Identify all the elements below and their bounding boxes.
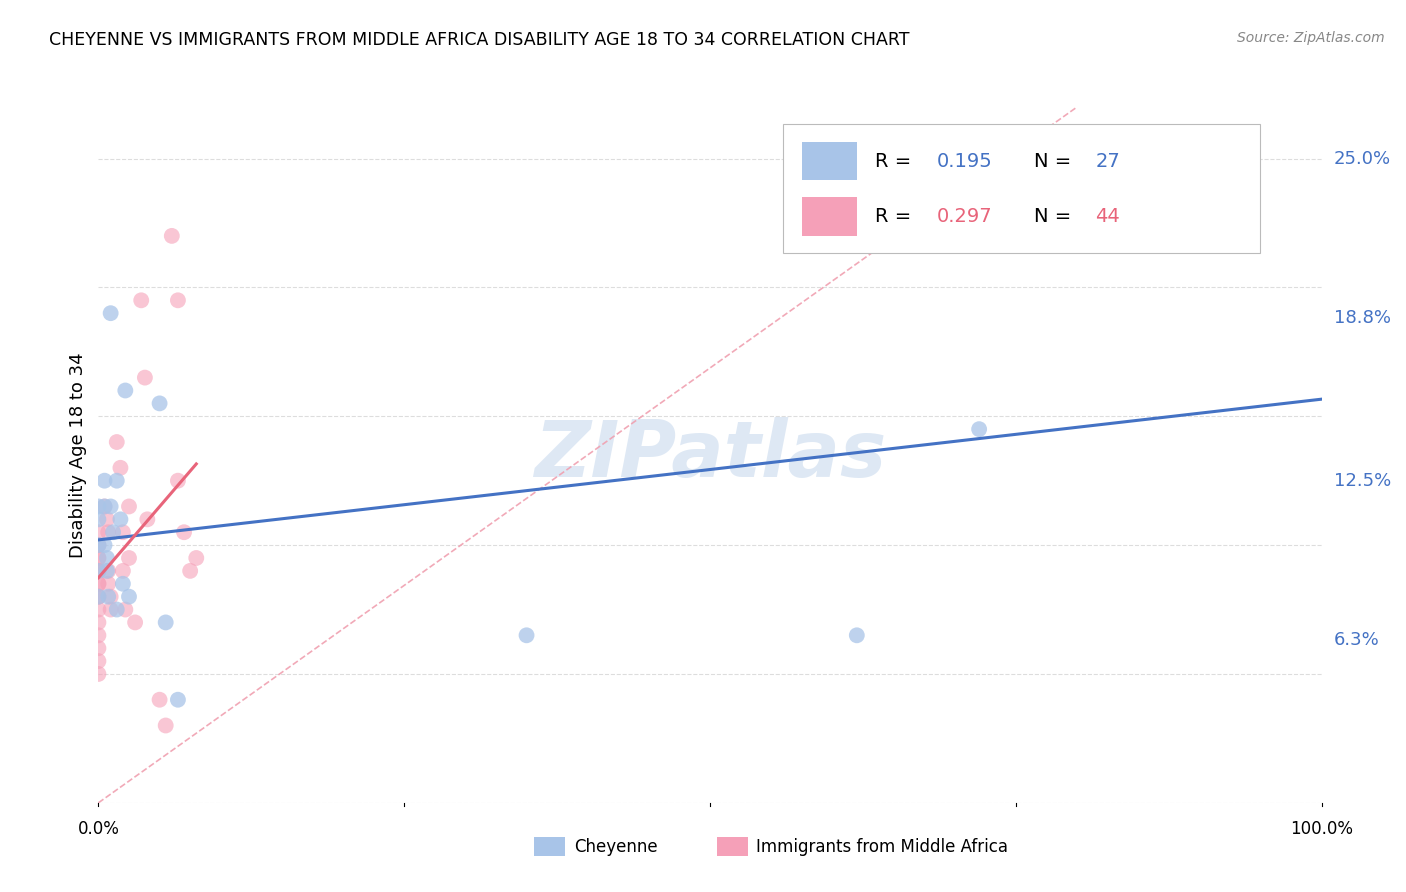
Point	[111, 525, 134, 540]
Point	[167, 293, 190, 308]
Point	[105, 474, 128, 488]
Point	[87, 576, 110, 591]
Text: Source: ZipAtlas.com: Source: ZipAtlas.com	[1237, 31, 1385, 45]
Point	[111, 576, 134, 591]
Text: R =: R =	[875, 208, 918, 227]
Point	[100, 590, 122, 604]
Point	[96, 551, 118, 566]
Text: N =: N =	[1035, 208, 1077, 227]
Text: 100.0%: 100.0%	[1291, 821, 1353, 838]
Text: CHEYENNE VS IMMIGRANTS FROM MIDDLE AFRICA DISABILITY AGE 18 TO 34 CORRELATION CH: CHEYENNE VS IMMIGRANTS FROM MIDDLE AFRIC…	[49, 31, 910, 49]
Point	[114, 384, 136, 398]
Point	[845, 628, 868, 642]
Point	[87, 590, 110, 604]
Text: 0.195: 0.195	[936, 152, 993, 170]
Point	[111, 564, 134, 578]
Point	[515, 628, 537, 642]
Text: 18.8%: 18.8%	[1334, 310, 1391, 327]
Point	[97, 564, 120, 578]
Point	[167, 474, 190, 488]
Point	[149, 692, 172, 706]
Point	[96, 564, 118, 578]
Point	[155, 718, 177, 732]
Text: 12.5%: 12.5%	[1334, 472, 1391, 490]
FancyBboxPatch shape	[783, 125, 1260, 253]
Bar	[801, 142, 856, 180]
Point	[87, 564, 110, 578]
Point	[124, 615, 146, 630]
Text: 6.3%: 6.3%	[1334, 632, 1379, 649]
Text: Immigrants from Middle Africa: Immigrants from Middle Africa	[756, 838, 1008, 856]
Point	[167, 692, 190, 706]
Point	[87, 538, 110, 552]
Text: N =: N =	[1035, 152, 1077, 170]
Point	[155, 615, 177, 630]
Point	[118, 500, 141, 514]
Point	[87, 615, 110, 630]
Point	[96, 512, 118, 526]
Point	[100, 602, 122, 616]
Point	[97, 525, 120, 540]
Bar	[801, 197, 856, 235]
Point	[101, 525, 124, 540]
Text: 0.0%: 0.0%	[77, 821, 120, 838]
Point	[97, 590, 120, 604]
Point	[100, 306, 122, 320]
Point	[149, 396, 172, 410]
Point	[110, 460, 132, 475]
Point	[129, 293, 152, 308]
Point	[87, 602, 110, 616]
Point	[87, 525, 110, 540]
Point	[87, 538, 110, 552]
Point	[87, 654, 110, 668]
Point	[179, 564, 201, 578]
Point	[87, 641, 110, 656]
Point	[87, 590, 110, 604]
Point	[110, 512, 132, 526]
Text: 25.0%: 25.0%	[1334, 150, 1391, 168]
Point	[105, 602, 128, 616]
Point	[1066, 216, 1088, 230]
Point	[93, 538, 115, 552]
Point	[100, 500, 122, 514]
Point	[87, 564, 110, 578]
Text: R =: R =	[875, 152, 918, 170]
Point	[87, 628, 110, 642]
Point	[87, 667, 110, 681]
Point	[87, 564, 110, 578]
Text: 44: 44	[1095, 208, 1121, 227]
Point	[87, 564, 110, 578]
Point	[93, 500, 115, 514]
Y-axis label: Disability Age 18 to 34: Disability Age 18 to 34	[69, 352, 87, 558]
Text: 27: 27	[1095, 152, 1121, 170]
Point	[105, 435, 128, 450]
Point	[118, 551, 141, 566]
Point	[87, 590, 110, 604]
Point	[134, 370, 156, 384]
Point	[173, 525, 195, 540]
Point	[87, 538, 110, 552]
Point	[967, 422, 990, 436]
Point	[87, 512, 110, 526]
Point	[87, 551, 110, 566]
Point	[87, 576, 110, 591]
Point	[97, 576, 120, 591]
Point	[118, 590, 141, 604]
Point	[93, 474, 115, 488]
Point	[136, 512, 159, 526]
Point	[160, 228, 183, 243]
Point	[93, 500, 115, 514]
Text: Cheyenne: Cheyenne	[574, 838, 657, 856]
Point	[87, 551, 110, 566]
Point	[114, 602, 136, 616]
Point	[186, 551, 208, 566]
Text: 0.297: 0.297	[936, 208, 993, 227]
Text: ZIPatlas: ZIPatlas	[534, 417, 886, 493]
Point	[87, 500, 110, 514]
